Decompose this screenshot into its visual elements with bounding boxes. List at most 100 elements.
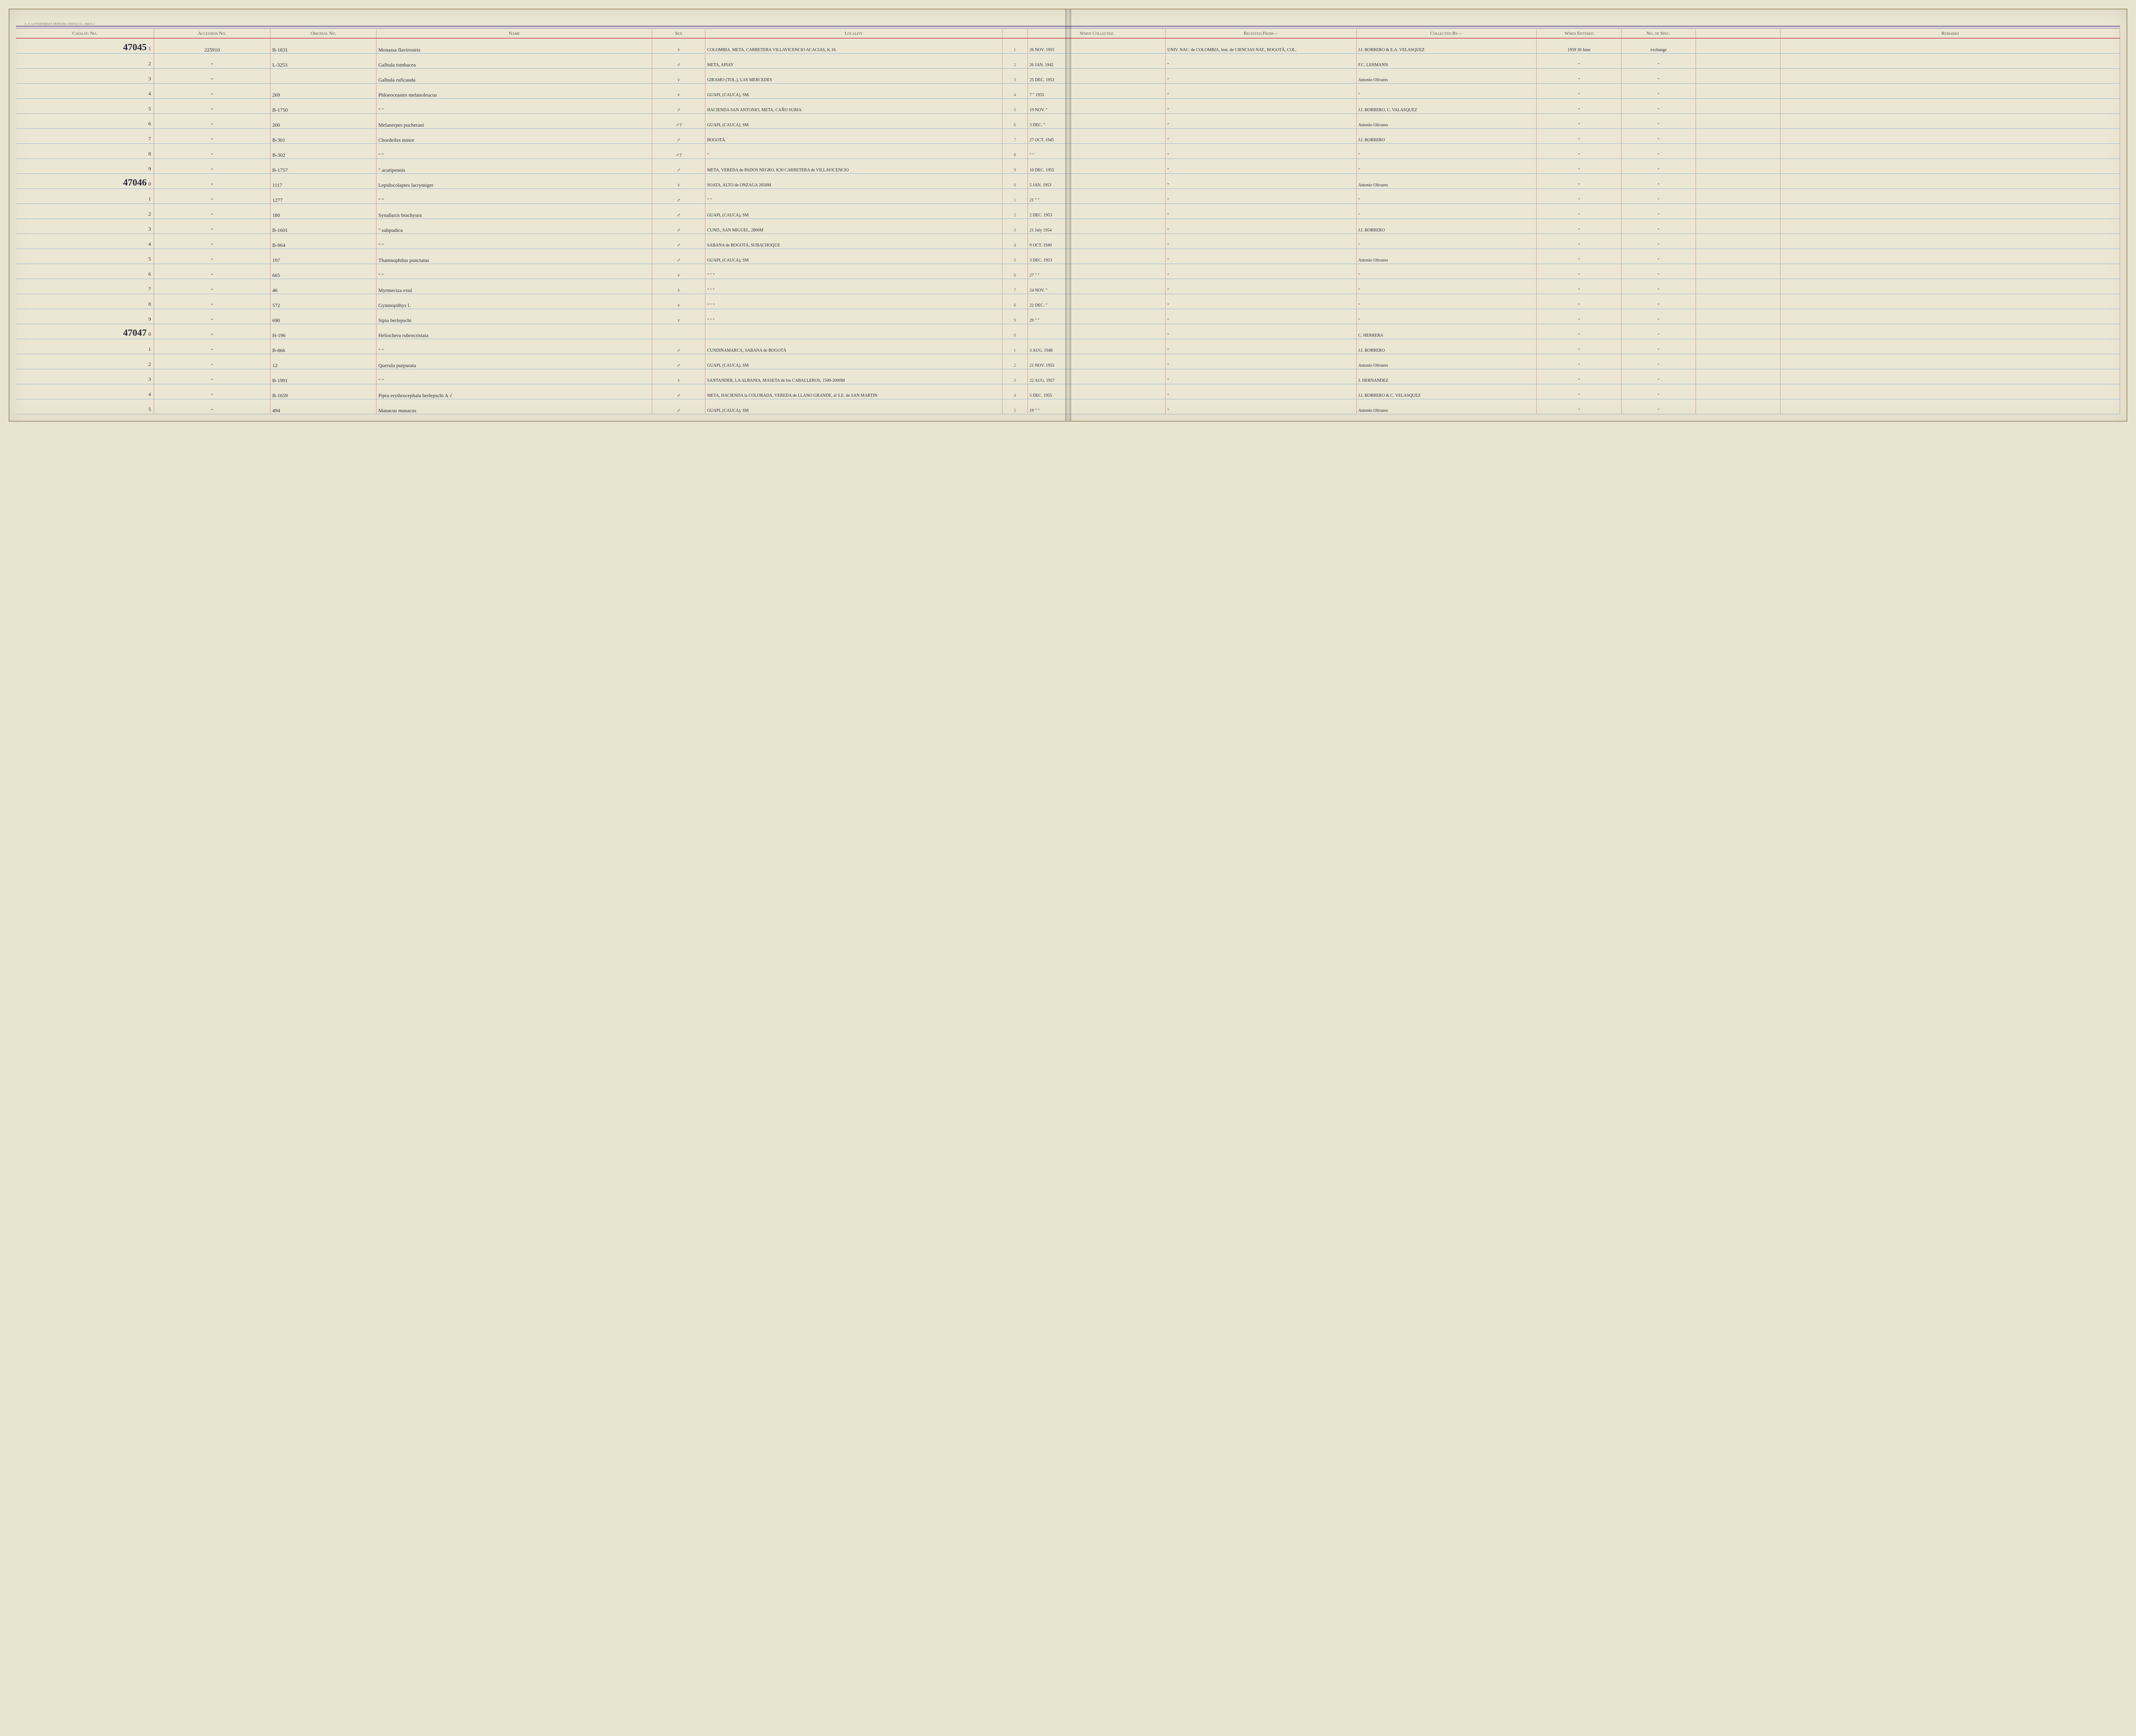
cell-sex: ♂ [652,339,705,354]
cell-remarks [1781,324,2120,339]
hdr-name: Name [377,29,652,38]
cell-original: B-1831 [270,38,377,54]
cell-accession: " [154,204,270,219]
cell-accession: " [154,354,270,369]
cell-when-entered: " [1537,279,1622,294]
cell-catalog: 1 [16,189,154,204]
cell-original: B-1601 [270,219,377,234]
cell-accession: 225910 [154,38,270,54]
cell-name: Myrmeciza exul [377,279,652,294]
cell-no-spec: " [1621,279,1695,294]
cell-received: " [1165,264,1356,279]
cell-no-spec: " [1621,309,1695,324]
cell-when-entered: " [1537,219,1622,234]
cell-blank [1695,84,1781,99]
cell-locality: GUAPI, (CAUCA), SM. [705,84,1002,99]
cell-received: " [1165,354,1356,369]
cell-idx: 7 [1002,279,1027,294]
cell-name: Melanerpes pucherani [377,114,652,129]
cell-name: " acutipennis [377,159,652,174]
cell-blank [1695,129,1781,144]
cell-no-spec: " [1621,384,1695,399]
cell-when-entered: " [1537,324,1622,339]
cell-idx: 2 [1002,54,1027,69]
cell-when-collected: 26 NOV. 1955 [1027,38,1165,54]
cell-remarks [1781,234,2120,249]
cell-original: 494 [270,399,377,414]
cell-name: " subpudica [377,219,652,234]
cell-no-spec: " [1621,84,1695,99]
cell-received: " [1165,84,1356,99]
cell-remarks [1781,279,2120,294]
cell-collected-by: F.C. LEHMANN [1356,54,1537,69]
table-row: 9"690Sipia berlepschi♀" " "929 " """"" [16,309,2120,324]
cell-received: " [1165,54,1356,69]
cell-name: Chordeiles minor [377,129,652,144]
cell-name: " " [377,144,652,159]
cell-accession: " [154,369,270,384]
cell-original: B-866 [270,339,377,354]
table-row: 3"B-1601" subpudica♂CUND., SAN MIGUEL, 2… [16,219,2120,234]
table-row: 8"B-302" "♂?"8" """"" [16,144,2120,159]
cell-received: " [1165,369,1356,384]
cell-sex: ♂ [652,99,705,114]
table-row: 47046 0"1117Lepidocolaptes lacrymiger♀SO… [16,174,2120,189]
cell-blank [1695,189,1781,204]
cell-sex: ♂ [652,159,705,174]
cell-idx: 8 [1002,144,1027,159]
cell-remarks [1781,99,2120,114]
cell-received: " [1165,174,1356,189]
cell-catalog: 8 [16,294,154,309]
cell-received: " [1165,339,1356,354]
cell-accession: " [154,234,270,249]
cell-blank [1695,339,1781,354]
cell-catalog: 3 [16,219,154,234]
cell-when-entered: " [1537,69,1622,84]
cell-collected-by: " [1356,234,1537,249]
cell-sex: ♂ [652,234,705,249]
hdr-no-spec: No. of Spec. [1621,29,1695,38]
table-row: 2"L-3253Galbula tombacea♂META, APIAY226 … [16,54,2120,69]
cell-original: 690 [270,309,377,324]
cell-name: Querula purpurata [377,354,652,369]
cell-idx: 5 [1002,249,1027,264]
cell-locality: SOATA, ALTO de ONZAGA 2050M [705,174,1002,189]
cell-catalog: 9 [16,309,154,324]
cell-catalog: 6 [16,264,154,279]
cell-no-spec: " [1621,234,1695,249]
cell-when-collected: 5 JAN. 1953 [1027,174,1165,189]
cell-idx: 6 [1002,264,1027,279]
cell-no-spec: " [1621,219,1695,234]
cell-idx: 3 [1002,369,1027,384]
cell-accession: " [154,309,270,324]
cell-name: Galbula tombacea [377,54,652,69]
cell-no-spec: " [1621,99,1695,114]
cell-no-spec: " [1621,204,1695,219]
cell-remarks [1781,144,2120,159]
cell-idx: 9 [1002,159,1027,174]
cell-original: B-1750 [270,99,377,114]
cell-idx: 9 [1002,309,1027,324]
cell-received: " [1165,249,1356,264]
cell-catalog: 4 [16,234,154,249]
cell-catalog: 2 [16,204,154,219]
cell-original [270,69,377,84]
cell-accession: " [154,399,270,414]
cell-original: 1117 [270,174,377,189]
cell-locality: GIRAMO (TOL.), LAS MERCEDES [705,69,1002,84]
cell-original: B-302 [270,144,377,159]
cell-sex: ♀ [652,294,705,309]
table-row: 2"180Synallaxis brachyura♂GUAPI, (CAUCA)… [16,204,2120,219]
table-row: 3"B-1991" "♀SANTANDER, LA ALBANIA, MASET… [16,369,2120,384]
cell-idx: 5 [1002,99,1027,114]
cell-remarks [1781,294,2120,309]
table-row: 7"B-301Chordeiles minor♂BOGOTÁ727 OCT. 1… [16,129,2120,144]
cell-accession: " [154,54,270,69]
cell-blank [1695,369,1781,384]
cell-when-collected: 24 NOV. " [1027,279,1165,294]
cell-sex: ♂? [652,144,705,159]
table-row: 9"B-1757" acutipennis♂META, VEREDA de PA… [16,159,2120,174]
cell-idx: 1 [1002,339,1027,354]
cell-name: Monassa flavirostris [377,38,652,54]
cell-sex: ♂ [652,219,705,234]
